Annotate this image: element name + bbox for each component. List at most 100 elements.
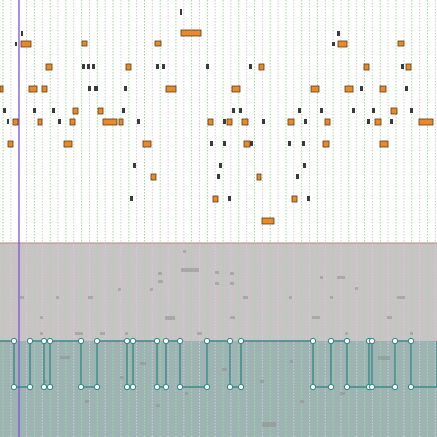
note-block[interactable]	[82, 64, 85, 69]
note-block[interactable]	[332, 42, 335, 46]
automation-node-handle-icon[interactable]	[309, 337, 317, 345]
note-block[interactable]	[15, 42, 17, 46]
note-block[interactable]	[102, 118, 118, 126]
automation-node-handle-icon[interactable]	[203, 383, 211, 391]
automation-node-handle-icon[interactable]	[203, 337, 211, 345]
note-block[interactable]	[401, 64, 404, 69]
note-block[interactable]	[63, 140, 73, 148]
note-block[interactable]	[337, 40, 348, 48]
note-block[interactable]	[180, 29, 202, 37]
note-block[interactable]	[154, 40, 162, 47]
note-block[interactable]	[165, 85, 177, 93]
note-block[interactable]	[223, 119, 226, 124]
automation-node-handle-icon[interactable]	[391, 383, 399, 391]
note-block[interactable]	[156, 64, 159, 69]
note-block[interactable]	[81, 40, 88, 47]
note-block[interactable]	[232, 108, 235, 113]
note-block[interactable]	[217, 174, 220, 179]
automation-node-handle-icon[interactable]	[407, 383, 415, 391]
note-block[interactable]	[125, 63, 132, 71]
note-layer[interactable]	[0, 9, 434, 225]
note-block[interactable]	[418, 118, 434, 126]
note-block[interactable]	[302, 141, 305, 146]
note-block[interactable]	[241, 118, 249, 126]
note-block[interactable]	[210, 141, 213, 146]
automation-node-handle-icon[interactable]	[123, 383, 131, 391]
note-block[interactable]	[228, 196, 231, 201]
automation-node-handle-icon[interactable]	[343, 383, 351, 391]
automation-node-handle-icon[interactable]	[309, 383, 317, 391]
automation-node-handle-icon[interactable]	[368, 337, 376, 345]
note-block[interactable]	[12, 118, 19, 126]
note-block[interactable]	[41, 85, 48, 93]
automation-node-handle-icon[interactable]	[327, 337, 335, 345]
note-block[interactable]	[94, 86, 98, 91]
automation-node-handle-icon[interactable]	[129, 383, 137, 391]
note-block[interactable]	[390, 119, 393, 124]
note-block[interactable]	[28, 85, 38, 93]
note-block[interactable]	[3, 108, 6, 113]
note-block[interactable]	[249, 64, 252, 69]
note-block[interactable]	[410, 108, 413, 113]
automation-node-handle-icon[interactable]	[46, 383, 54, 391]
note-block[interactable]	[405, 63, 412, 71]
note-block[interactable]	[137, 119, 140, 124]
automation-node-handle-icon[interactable]	[77, 383, 85, 391]
automation-node-handle-icon[interactable]	[407, 337, 415, 345]
note-block[interactable]	[207, 118, 214, 126]
note-block[interactable]	[310, 85, 320, 93]
note-block[interactable]	[307, 196, 310, 201]
note-block[interactable]	[133, 163, 136, 168]
automation-node-handle-icon[interactable]	[26, 337, 34, 345]
note-block[interactable]	[256, 173, 262, 181]
automation-node-handle-icon[interactable]	[10, 337, 18, 345]
automation-node-handle-icon[interactable]	[40, 337, 48, 345]
note-block[interactable]	[303, 163, 306, 168]
note-block[interactable]	[231, 85, 241, 93]
automation-node-handle-icon[interactable]	[343, 337, 351, 345]
automation-node-handle-icon[interactable]	[46, 337, 54, 345]
automation-node-handle-icon[interactable]	[129, 337, 137, 345]
note-block[interactable]	[374, 118, 382, 126]
note-block[interactable]	[118, 118, 124, 126]
note-block[interactable]	[0, 85, 4, 93]
note-block[interactable]	[180, 9, 182, 15]
note-block[interactable]	[72, 107, 79, 115]
note-block[interactable]	[45, 63, 53, 71]
note-block[interactable]	[52, 108, 55, 113]
automation-envelope[interactable]	[0, 337, 437, 391]
automation-node-handle-icon[interactable]	[10, 383, 18, 391]
note-block[interactable]	[124, 86, 127, 91]
note-block[interactable]	[97, 107, 104, 115]
automation-node-handle-icon[interactable]	[123, 337, 131, 345]
automation-node-handle-icon[interactable]	[176, 337, 184, 345]
automation-node-handle-icon[interactable]	[176, 383, 184, 391]
note-block[interactable]	[7, 119, 9, 124]
note-block[interactable]	[261, 217, 275, 225]
note-block[interactable]	[352, 108, 355, 113]
note-block[interactable]	[88, 86, 91, 91]
note-block[interactable]	[288, 141, 291, 146]
note-block[interactable]	[150, 173, 157, 181]
note-block[interactable]	[212, 195, 219, 203]
automation-node-handle-icon[interactable]	[162, 337, 170, 345]
note-block[interactable]	[322, 140, 330, 148]
note-block[interactable]	[20, 40, 32, 48]
note-block[interactable]	[92, 64, 95, 69]
note-block[interactable]	[320, 108, 323, 113]
automation-node-handle-icon[interactable]	[226, 383, 234, 391]
automation-node-handle-icon[interactable]	[153, 383, 161, 391]
automation-node-handle-icon[interactable]	[26, 383, 34, 391]
note-block[interactable]	[397, 40, 405, 47]
note-block[interactable]	[219, 163, 222, 168]
note-block[interactable]	[7, 140, 14, 148]
note-block[interactable]	[337, 31, 340, 36]
note-block[interactable]	[296, 174, 299, 179]
note-block[interactable]	[243, 140, 251, 148]
note-block[interactable]	[360, 86, 363, 91]
note-block[interactable]	[372, 108, 375, 113]
automation-node-handle-icon[interactable]	[391, 337, 399, 345]
note-block[interactable]	[223, 141, 226, 146]
note-block[interactable]	[379, 140, 389, 148]
